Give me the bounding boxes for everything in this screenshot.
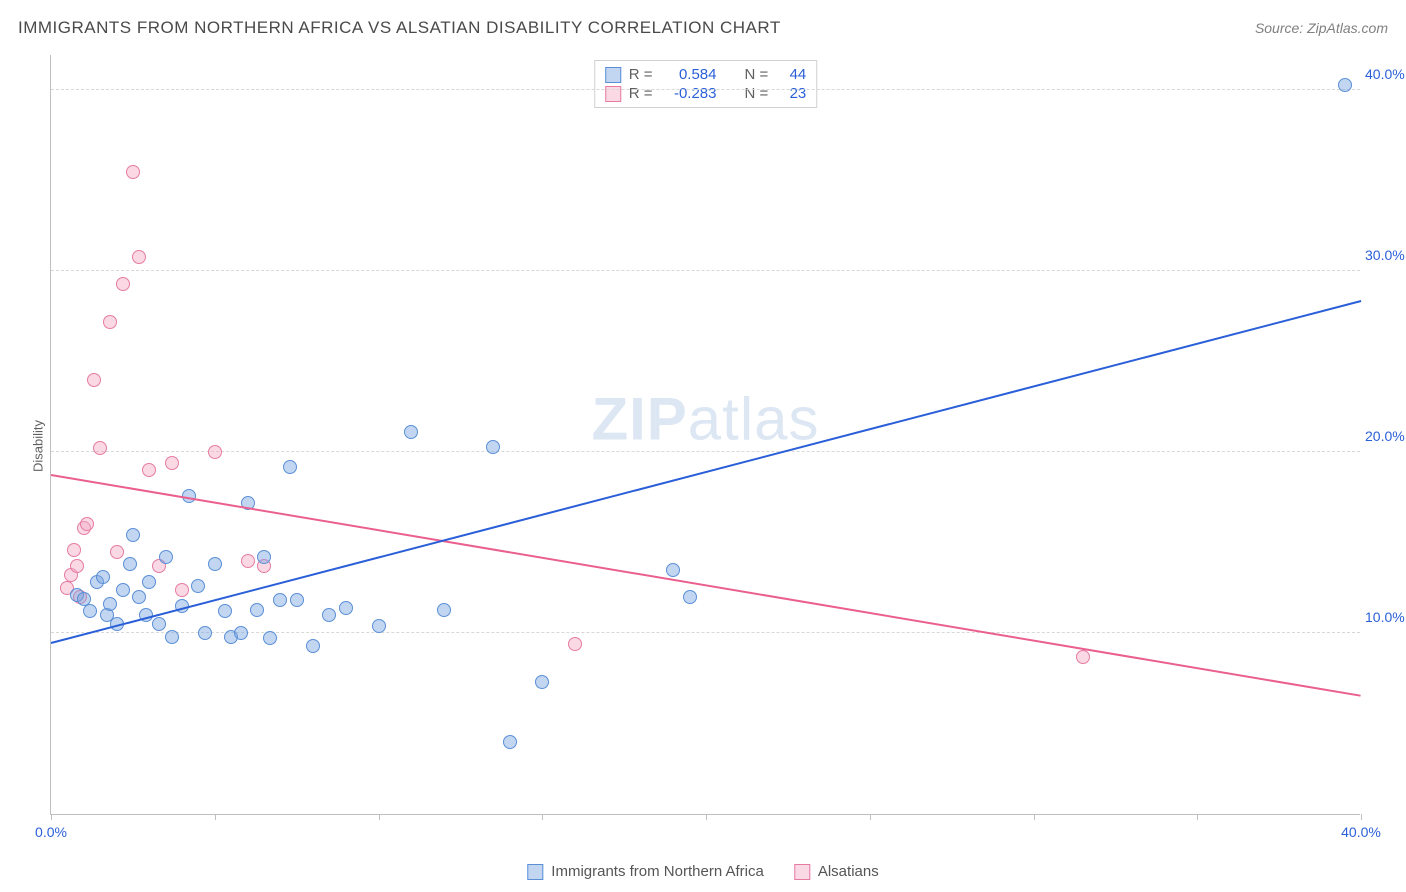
y-axis-label: Disability xyxy=(31,420,46,472)
x-tick xyxy=(379,814,380,820)
data-point-pink xyxy=(208,445,222,459)
data-point-pink xyxy=(165,456,179,470)
stats-legend: R = 0.584 N = 44 R = -0.283 N = 23 xyxy=(594,60,818,108)
data-point-blue xyxy=(372,619,386,633)
legend-label: Alsatians xyxy=(818,863,879,880)
x-tick xyxy=(706,814,707,820)
legend-swatch-blue xyxy=(605,67,621,83)
data-point-blue xyxy=(103,597,117,611)
gridline xyxy=(51,270,1360,271)
scatter-plot: ZIPatlas R = 0.584 N = 44 R = -0.283 N =… xyxy=(50,55,1360,815)
data-point-pink xyxy=(70,559,84,573)
data-point-blue xyxy=(132,590,146,604)
legend-item-blue: Immigrants from Northern Africa xyxy=(527,863,764,880)
watermark: ZIPatlas xyxy=(591,385,819,454)
data-point-blue xyxy=(263,631,277,645)
trend-line xyxy=(51,300,1362,644)
x-tick xyxy=(870,814,871,820)
data-point-blue xyxy=(1338,78,1352,92)
stats-legend-row-blue: R = 0.584 N = 44 xyxy=(605,65,807,84)
data-point-blue xyxy=(116,583,130,597)
y-tick-label: 40.0% xyxy=(1365,66,1406,82)
data-point-pink xyxy=(241,554,255,568)
data-point-blue xyxy=(322,608,336,622)
data-point-blue xyxy=(152,617,166,631)
data-point-pink xyxy=(1076,650,1090,664)
data-point-blue xyxy=(142,575,156,589)
data-point-blue xyxy=(123,557,137,571)
data-point-blue xyxy=(683,590,697,604)
x-tick xyxy=(215,814,216,820)
stats-legend-row-pink: R = -0.283 N = 23 xyxy=(605,84,807,103)
data-point-blue xyxy=(535,675,549,689)
data-point-blue xyxy=(83,604,97,618)
data-point-blue xyxy=(218,604,232,618)
legend-item-pink: Alsatians xyxy=(794,863,879,880)
data-point-blue xyxy=(159,550,173,564)
data-point-pink xyxy=(568,637,582,651)
gridline xyxy=(51,451,1360,452)
y-tick-label: 30.0% xyxy=(1365,247,1406,263)
data-point-blue xyxy=(257,550,271,564)
x-tick xyxy=(1034,814,1035,820)
data-point-blue xyxy=(283,460,297,474)
data-point-pink xyxy=(142,463,156,477)
x-tick xyxy=(1197,814,1198,820)
data-point-blue xyxy=(250,603,264,617)
data-point-blue xyxy=(234,626,248,640)
x-tick xyxy=(51,814,52,820)
data-point-blue xyxy=(191,579,205,593)
y-tick-label: 10.0% xyxy=(1365,609,1406,625)
data-point-blue xyxy=(126,528,140,542)
data-point-blue xyxy=(273,593,287,607)
data-point-pink xyxy=(80,517,94,531)
legend-label: Immigrants from Northern Africa xyxy=(551,863,764,880)
data-point-pink xyxy=(103,315,117,329)
data-point-blue xyxy=(404,425,418,439)
x-tick xyxy=(1361,814,1362,820)
page-title: IMMIGRANTS FROM NORTHERN AFRICA VS ALSAT… xyxy=(18,18,781,38)
data-point-pink xyxy=(175,583,189,597)
data-point-pink xyxy=(110,545,124,559)
legend-swatch-pink xyxy=(794,864,810,880)
data-point-blue xyxy=(306,639,320,653)
data-point-blue xyxy=(198,626,212,640)
bottom-legend: Immigrants from Northern Africa Alsatian… xyxy=(527,863,878,880)
data-point-pink xyxy=(93,441,107,455)
data-point-blue xyxy=(503,735,517,749)
x-tick-label: 40.0% xyxy=(1341,824,1381,840)
x-tick xyxy=(542,814,543,820)
y-tick-label: 20.0% xyxy=(1365,428,1406,444)
data-point-blue xyxy=(486,440,500,454)
data-point-blue xyxy=(339,601,353,615)
data-point-blue xyxy=(290,593,304,607)
data-point-pink xyxy=(67,543,81,557)
legend-swatch-blue xyxy=(527,864,543,880)
source-attribution: Source: ZipAtlas.com xyxy=(1255,20,1388,36)
data-point-blue xyxy=(437,603,451,617)
data-point-pink xyxy=(87,373,101,387)
data-point-pink xyxy=(116,277,130,291)
x-tick-label: 0.0% xyxy=(35,824,67,840)
trend-line xyxy=(51,474,1361,697)
data-point-pink xyxy=(126,165,140,179)
legend-swatch-pink xyxy=(605,86,621,102)
data-point-blue xyxy=(96,570,110,584)
gridline xyxy=(51,89,1360,90)
data-point-blue xyxy=(208,557,222,571)
data-point-pink xyxy=(132,250,146,264)
data-point-blue xyxy=(666,563,680,577)
data-point-blue xyxy=(165,630,179,644)
